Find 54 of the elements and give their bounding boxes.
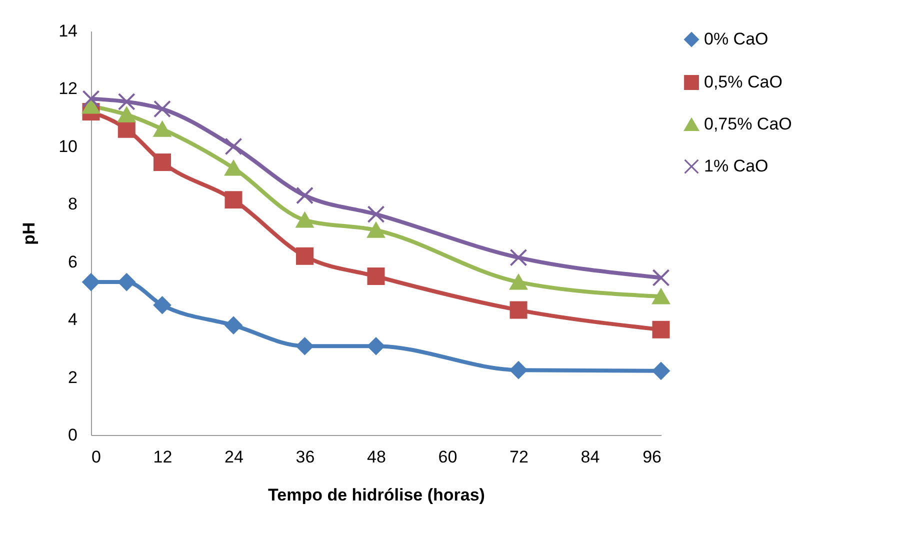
point [154, 100, 171, 118]
y-tick-label: 8 [68, 194, 78, 214]
point [510, 301, 528, 319]
point [224, 160, 242, 176]
legend-label: 0% CaO [704, 30, 768, 48]
legend-label: 0,5% CaO [704, 72, 782, 92]
point [118, 92, 136, 110]
point [652, 362, 670, 380]
point [510, 248, 528, 266]
point [154, 296, 171, 314]
x-tick-label: 96 [642, 448, 662, 466]
legend-label: 1% CaO [704, 156, 768, 176]
y-tick-label: 6 [68, 252, 78, 272]
point [367, 205, 385, 223]
point [296, 247, 314, 265]
x-tick-label: 24 [224, 448, 244, 466]
point [82, 98, 100, 114]
point [82, 273, 100, 291]
point [652, 288, 670, 304]
point [296, 337, 314, 355]
point [367, 337, 385, 355]
point [367, 222, 385, 238]
point [224, 191, 242, 209]
point [118, 273, 136, 291]
point [367, 268, 385, 286]
y-tick-label: 4 [68, 310, 78, 330]
point [118, 120, 136, 138]
y-tick-label: 10 [58, 136, 78, 156]
x-tick-label: 72 [510, 448, 528, 466]
x-tick-label: 48 [367, 448, 386, 466]
x-tick-label: 84 [580, 448, 600, 466]
y-tick-label: 12 [58, 79, 78, 98]
point [296, 212, 314, 228]
y-axis-title: pH [20, 222, 39, 245]
point [652, 268, 670, 286]
x-tick-label: 60 [438, 448, 458, 466]
point [224, 316, 242, 334]
x-tick-label: 12 [153, 448, 172, 466]
y-tick-label: 2 [68, 368, 78, 387]
point [118, 106, 136, 122]
x-tick-label: 0 [92, 448, 101, 466]
y-tick-label: 14 [58, 22, 78, 40]
point [224, 138, 242, 156]
point [510, 361, 528, 379]
y-tick-label: 0 [68, 426, 78, 444]
point [82, 90, 100, 108]
x-tick-label: 36 [296, 448, 315, 466]
legend-label: 0,75% CaO [704, 114, 792, 134]
point [154, 121, 171, 137]
point [154, 154, 171, 172]
point [510, 274, 528, 290]
point [652, 320, 670, 338]
x-axis-title: Tempo de hidrólise (horas) [268, 486, 485, 504]
point [296, 186, 314, 204]
